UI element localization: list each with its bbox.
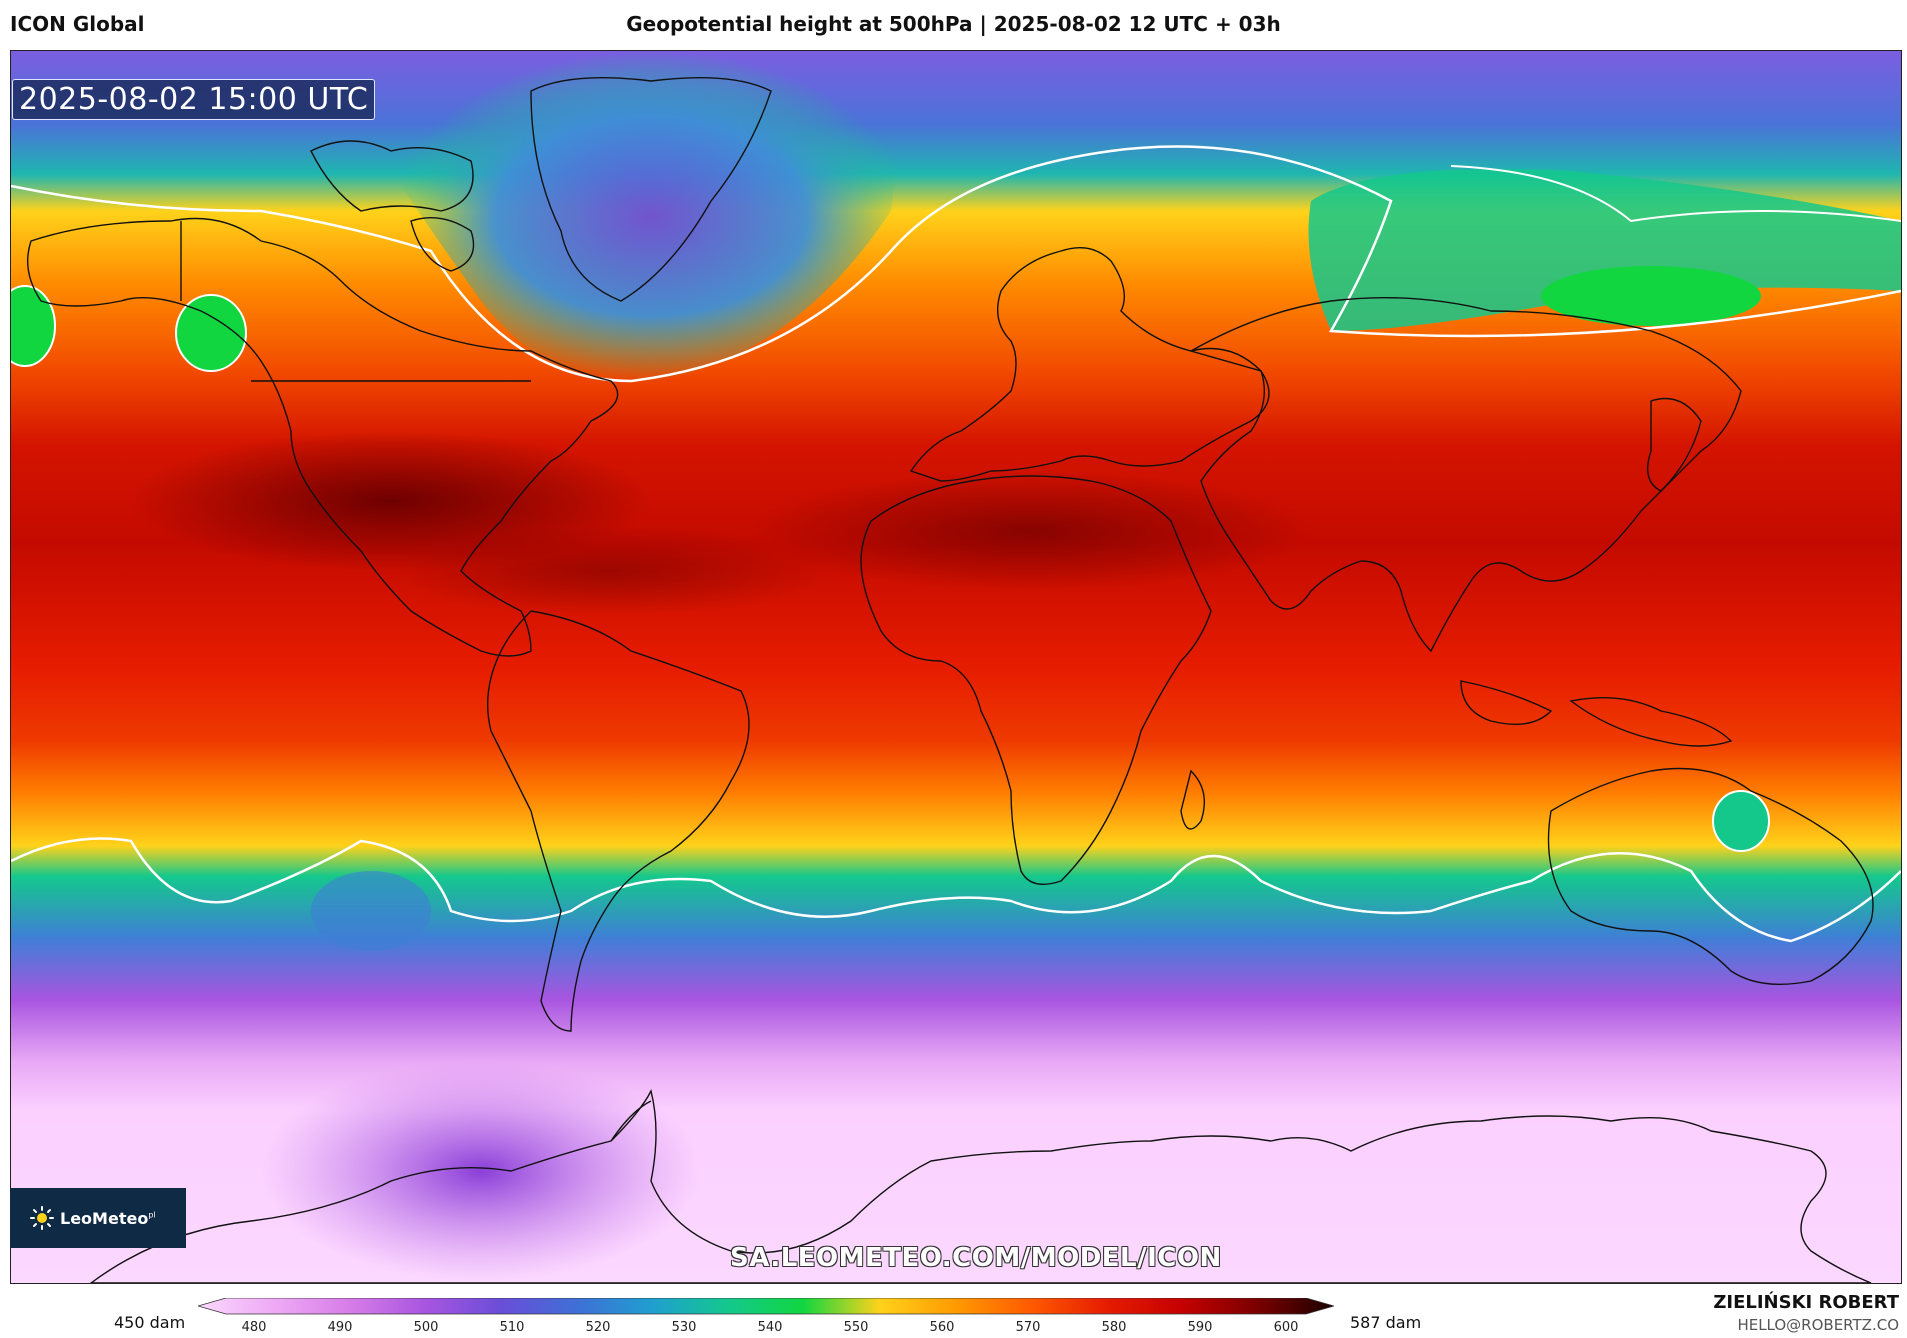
map-canvas [11, 51, 1901, 1283]
author-email[interactable]: HELLO@ROBERTZ.CO [1737, 1316, 1899, 1334]
valid-time-badge: 2025-08-02 15:00 UTC [12, 79, 376, 120]
colorbar-tick-label: 560 [930, 1320, 955, 1335]
logo-text: LeoMeteopl [60, 1209, 156, 1228]
colorbar-tick-label: 490 [328, 1320, 353, 1335]
model-url-watermark: SA.LEOMETEO.COM/MODEL/ICON [730, 1243, 1222, 1273]
colorbar: 480 490 500 510 520 530 540 550 560 570 580 590 600 [198, 1298, 1334, 1335]
colorbar-tick-label: 520 [586, 1320, 611, 1335]
sun-icon [30, 1206, 54, 1230]
colorbar-tick-label: 540 [758, 1320, 783, 1335]
colorbar-tick-label: 480 [242, 1320, 267, 1335]
colorbar-tick-label: 530 [672, 1320, 697, 1335]
colorbar-tick-label: 600 [1274, 1320, 1299, 1335]
author-name: ZIELIŃSKI ROBERT [1713, 1292, 1899, 1313]
colorbar-ramp [198, 1298, 1334, 1315]
map-title: Geopotential height at 500hPa | 2025-08-… [626, 12, 1281, 36]
colorbar-max-label: 587 dam [1350, 1313, 1422, 1332]
colorbar-tick-label: 550 [844, 1320, 869, 1335]
logo-suffix: pl [148, 1210, 156, 1220]
colorbar-tick-label: 590 [1188, 1320, 1213, 1335]
colorbar-min-label: 450 dam [114, 1313, 186, 1332]
leometeo-logo[interactable]: LeoMeteopl [10, 1188, 186, 1248]
geopotential-map[interactable] [10, 50, 1902, 1284]
colorbar-tick-label: 510 [500, 1320, 525, 1335]
colorbar-tick-label: 500 [414, 1320, 439, 1335]
colorbar-tick-label: 570 [1016, 1320, 1041, 1335]
colorbar-ticks: 480 490 500 510 520 530 540 550 560 570 580 590 600 [242, 1320, 1299, 1335]
model-label: ICON Global [10, 12, 145, 36]
logo-brand: LeoMeteo [60, 1208, 149, 1228]
colorbar-tick-label: 580 [1102, 1320, 1127, 1335]
